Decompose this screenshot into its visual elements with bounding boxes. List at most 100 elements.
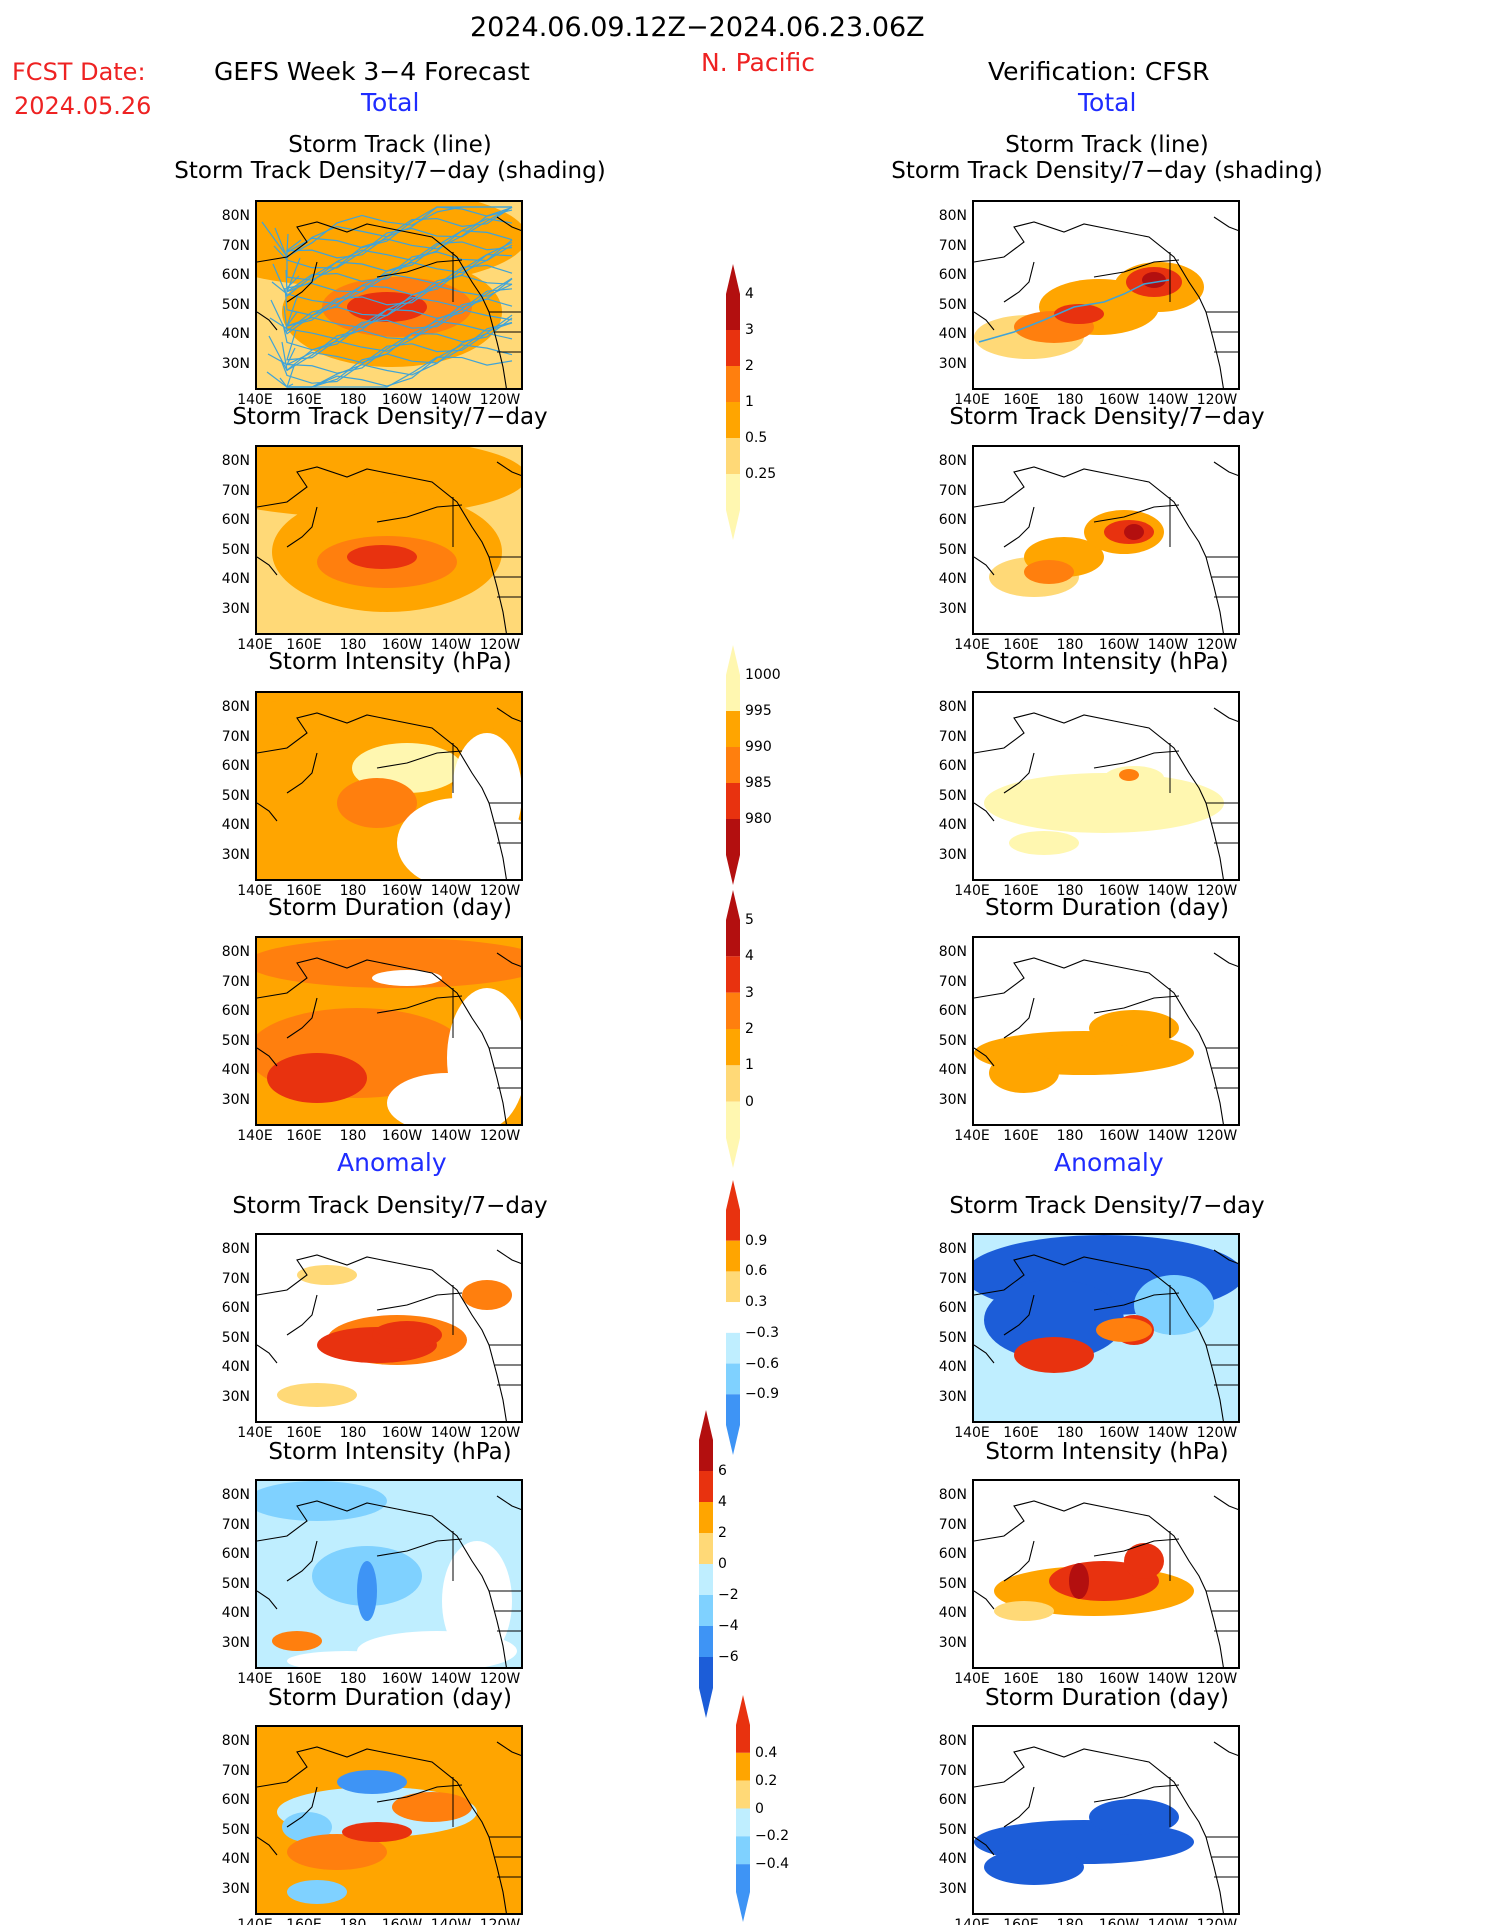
colorbar-swatch — [726, 711, 740, 747]
colorbar-label: −0.2 — [755, 1828, 789, 1845]
coastline — [1213, 707, 1238, 723]
colorbar-swatch — [726, 1210, 740, 1241]
colorbar-intensity-anomaly — [696, 1410, 716, 1718]
colorbar-swatch — [726, 1394, 740, 1425]
coastline — [1205, 1047, 1224, 1124]
coastline — [1113, 1508, 1207, 1592]
lon-tick-label: 160W — [381, 1128, 423, 1144]
map-panel — [972, 445, 1240, 635]
lon-tick-label: 140E — [954, 1917, 990, 1925]
coastline — [1213, 1741, 1238, 1757]
colorbar-swatch — [736, 1752, 750, 1781]
coastline — [257, 1254, 398, 1296]
lat-tick-label: 40N — [938, 326, 967, 342]
lon-tick-label: 180 — [339, 1425, 367, 1441]
lon-tick-label: 160E — [286, 1917, 322, 1925]
colorbar-label: 4 — [718, 1494, 727, 1510]
shading-region — [1069, 1563, 1089, 1599]
coastline — [396, 720, 490, 804]
coastline — [488, 556, 507, 633]
lat-tick-label: 60N — [221, 1300, 250, 1316]
colorbar-label: −0.6 — [745, 1355, 779, 1372]
coastline — [488, 1344, 507, 1421]
colorbar-label: 4 — [745, 286, 754, 302]
political-boundary — [452, 1285, 521, 1386]
lat-tick-label: 50N — [938, 787, 967, 804]
lat-tick-label: 60N — [938, 1003, 967, 1019]
lat-tick-label: 60N — [221, 1546, 250, 1562]
lon-tick-label: 120W — [1196, 1128, 1238, 1144]
lon-tick-label: 120W — [1196, 637, 1238, 653]
coastline — [257, 957, 398, 999]
map-panel — [972, 1479, 1240, 1669]
colorbar-swatch — [699, 1626, 713, 1657]
lat-tick-label: 70N — [938, 1270, 967, 1287]
colorbar-label: 0.9 — [745, 1232, 768, 1249]
colorbar-arrow — [726, 1180, 740, 1210]
shading-region — [257, 938, 521, 988]
coastline — [396, 1262, 490, 1346]
coastline — [286, 506, 318, 548]
lat-tick-label: 80N — [221, 699, 250, 715]
shading-region — [257, 1481, 387, 1521]
colorbar-label: 4 — [745, 948, 754, 965]
map-panel — [972, 691, 1240, 881]
colorbar-label: 2 — [745, 358, 754, 374]
shading-region — [1089, 1010, 1179, 1046]
lat-tick-label: 30N — [938, 1091, 967, 1108]
coastline — [488, 311, 507, 388]
coastline — [496, 216, 521, 232]
map-panel — [255, 936, 523, 1126]
lon-tick-label: 120W — [479, 637, 521, 653]
lon-tick-label: 140E — [954, 1671, 990, 1687]
coastline — [396, 1754, 490, 1838]
colorbar-swatch — [726, 1065, 740, 1102]
lat-tick-label: 50N — [938, 1329, 967, 1346]
coastline — [257, 712, 398, 754]
lon-tick-label: 180 — [339, 637, 367, 653]
coastline — [286, 997, 318, 1039]
coastline — [974, 802, 995, 822]
lon-tick-label: 160W — [381, 1425, 423, 1441]
colorbar-arrow — [726, 510, 740, 540]
lat-tick-label: 40N — [938, 1359, 967, 1375]
political-boundary — [452, 252, 521, 353]
shading-region — [282, 1812, 332, 1842]
map-panel — [972, 936, 1240, 1126]
coastline — [1205, 1836, 1224, 1913]
colorbar-label: −0.3 — [745, 1324, 779, 1341]
lon-tick-label: 180 — [1056, 883, 1084, 899]
lat-tick-label: 80N — [938, 208, 967, 224]
panel-title: Storm Track Density/7−day — [949, 404, 1265, 430]
lat-tick-label: 30N — [938, 1388, 967, 1405]
coastline — [488, 1590, 507, 1667]
coastline — [286, 1294, 318, 1336]
coastline — [1093, 995, 1180, 1014]
colorbar-arrow — [736, 1695, 750, 1725]
coastline — [286, 261, 318, 303]
coastline — [1003, 1540, 1035, 1582]
lon-tick-label: 140E — [237, 1128, 273, 1144]
lat-tick-label: 50N — [938, 541, 967, 558]
shading-region — [257, 447, 521, 517]
colorbar-label: 0.6 — [745, 1263, 768, 1280]
lat-tick-label: 40N — [221, 326, 250, 342]
lat-tick-label: 50N — [221, 1032, 250, 1049]
lat-tick-label: 70N — [938, 482, 967, 499]
shading-region — [347, 292, 427, 322]
shading-region — [1124, 1543, 1164, 1579]
colorbar-label: 1000 — [745, 667, 781, 683]
political-boundary — [452, 1777, 521, 1878]
colorbar-swatch — [699, 1440, 713, 1471]
storm-track-line — [285, 244, 513, 293]
coastline — [257, 802, 278, 822]
lat-tick-label: 40N — [221, 1062, 250, 1078]
colorbar-label: 2 — [718, 1525, 727, 1541]
lon-tick-label: 160W — [381, 1671, 423, 1687]
shading-region — [337, 778, 417, 828]
region-title: N. Pacific — [701, 48, 816, 77]
coastline — [496, 1249, 521, 1265]
coastline — [1205, 1590, 1224, 1667]
lat-tick-label: 80N — [938, 699, 967, 715]
lon-tick-label: 180 — [339, 1671, 367, 1687]
